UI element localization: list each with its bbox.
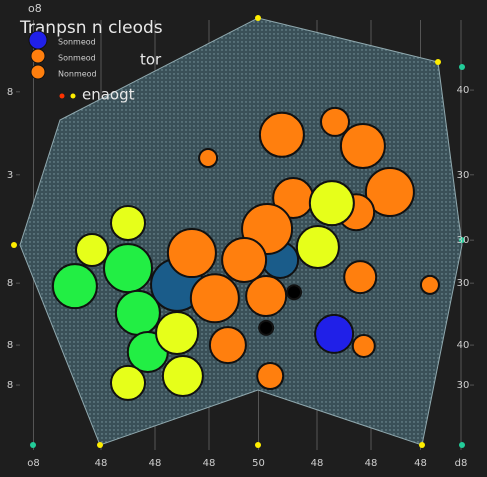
x-tick-label: 48	[365, 458, 378, 469]
bubble	[189, 273, 240, 324]
bubble	[103, 243, 153, 294]
legend-swatch	[30, 64, 46, 80]
bubble	[258, 111, 305, 158]
x-tick-label: o8	[27, 458, 39, 469]
bubble	[110, 364, 146, 401]
x-tick-label: 48	[311, 458, 324, 469]
bubble	[51, 263, 98, 310]
y2-tick-label: 30	[457, 235, 470, 246]
bubble	[221, 236, 268, 283]
bubble	[166, 228, 217, 279]
bubble	[314, 313, 355, 354]
y2-tick-label: 30	[457, 170, 470, 181]
bubble	[110, 204, 146, 241]
legend: Sonmeod Sonmeod Nonmeod	[28, 30, 97, 80]
x-tick-label: 48	[149, 458, 162, 469]
annotation: enaogt	[82, 86, 135, 104]
x-tick-label: 48	[203, 458, 216, 469]
bubble	[339, 122, 386, 169]
legend-label: Sonmeod	[58, 38, 96, 47]
bubble	[161, 355, 204, 398]
bubble	[198, 148, 219, 169]
y2-tick-label: 30	[457, 380, 470, 391]
x-tick-label: 48	[95, 458, 108, 469]
bubble	[208, 326, 247, 365]
y2-tick-label: 40	[457, 85, 470, 96]
bubble	[320, 106, 350, 137]
legend-label: Sonmeod	[58, 54, 96, 63]
bubble	[245, 275, 288, 318]
bubble	[256, 362, 285, 391]
x-tick-label: 50	[252, 458, 265, 469]
y-tick-label: 8	[7, 278, 13, 289]
y-tick-label: 8	[7, 87, 13, 98]
bubble	[258, 319, 275, 336]
annotation: tor	[140, 51, 162, 69]
bubble	[308, 180, 355, 227]
corner-label: o8	[28, 2, 42, 15]
chart-title: Tranpsn n cleods	[19, 18, 163, 38]
legend-swatch	[28, 30, 48, 50]
x-tick-label: 48	[414, 458, 427, 469]
x-tick-label: d8	[455, 458, 468, 469]
bubble	[155, 311, 200, 356]
bubbles	[51, 106, 440, 401]
y-tick-label: 3	[7, 170, 13, 181]
y2-tick-label: 30	[457, 278, 470, 289]
annotation-dot	[70, 93, 76, 99]
bubble	[295, 225, 340, 270]
annotation-dot	[59, 93, 65, 99]
y-tick-label: 8	[7, 380, 13, 391]
y-tick-label: 8	[7, 340, 13, 351]
vertex-dots	[11, 15, 465, 448]
legend-label: Nonmeod	[58, 70, 97, 79]
y2-tick-label: 40	[457, 340, 470, 351]
bubble	[351, 333, 376, 358]
legend-swatch	[30, 48, 46, 64]
bubble	[364, 167, 415, 217]
bubble	[343, 260, 378, 295]
bubble	[286, 284, 303, 301]
bubble	[419, 274, 440, 295]
bubble	[75, 233, 109, 268]
